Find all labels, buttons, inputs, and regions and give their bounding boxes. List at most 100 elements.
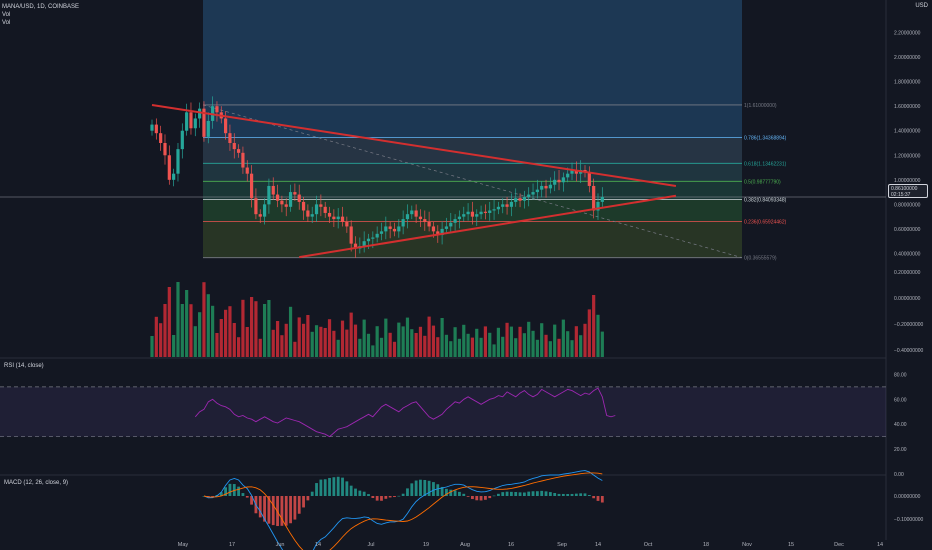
macd-histogram-bar	[349, 485, 353, 496]
volume-axis-tick: 0.00000000	[894, 296, 921, 302]
candle-body	[258, 214, 262, 217]
volume-bar	[215, 333, 219, 357]
candle-body	[535, 189, 539, 193]
volume-bar	[371, 345, 375, 357]
volume-bar	[163, 304, 167, 357]
time-axis-tick[interactable]: Nov	[742, 542, 752, 548]
price-axis-tick: 0.60000000	[894, 227, 921, 233]
time-axis-tick[interactable]: 14	[315, 542, 321, 548]
candle-body	[154, 124, 158, 134]
volume-bar	[375, 326, 379, 357]
macd-histogram-bar	[509, 491, 513, 496]
time-axis-tick[interactable]: 14	[595, 542, 601, 548]
volume-bar	[592, 295, 596, 357]
symbol-title[interactable]: MANA/USD, 1D, COINBASE	[2, 4, 80, 10]
time-axis-tick[interactable]: Sep	[557, 542, 567, 548]
volume-bar	[228, 306, 232, 357]
macd-histogram-bar	[336, 476, 340, 496]
candle-body	[353, 243, 358, 249]
price-axis-tick: 1.20000000	[894, 153, 921, 159]
volume-bar	[306, 315, 310, 357]
candle-body	[592, 185, 596, 211]
macd-pane-label[interactable]: MACD (12, 26, close, 9)	[4, 480, 69, 486]
time-axis-tick[interactable]: 16	[508, 542, 514, 548]
volume-label-2[interactable]: Vol	[2, 20, 11, 26]
volume-bar	[427, 316, 431, 357]
candle-body	[427, 221, 431, 227]
fib-zone-0	[203, 104, 742, 138]
candle-body	[401, 219, 405, 227]
volume-bar	[423, 335, 427, 357]
candle-body	[198, 108, 202, 119]
volume-bar	[579, 335, 583, 357]
volume-bar	[332, 330, 336, 357]
candle-body	[384, 226, 388, 232]
chart-header: MANA/USD, 1D, COINBASE Vol Vol	[2, 3, 79, 27]
candle-body	[462, 214, 466, 217]
volume-bar	[358, 338, 362, 357]
macd-histogram-bar	[258, 496, 262, 518]
volume-bar	[535, 339, 539, 357]
macd-histogram-bar	[449, 489, 453, 496]
candle-body	[587, 172, 591, 186]
candle-body	[371, 237, 375, 239]
candle-body	[189, 112, 193, 129]
time-axis-tick[interactable]: 17	[229, 542, 235, 548]
macd-histogram-bar	[293, 496, 297, 520]
volume-bar	[219, 319, 223, 357]
candle-body	[540, 185, 544, 190]
fib-label-2: 0.618(1.13462231)	[744, 161, 787, 167]
macd-histogram-bar	[557, 493, 561, 496]
price-axis-tick: 2.00000000	[894, 55, 921, 61]
time-axis-tick[interactable]: 19	[423, 542, 429, 548]
volume-bar	[531, 330, 535, 357]
macd-histogram-bar	[462, 493, 466, 496]
candle-body	[501, 204, 505, 207]
macd-histogram-bar	[566, 494, 570, 496]
price-axis-tick: 0.40000000	[894, 251, 921, 257]
macd-histogram-bar	[423, 479, 427, 496]
price-axis-tick: 1.40000000	[894, 129, 921, 135]
volume-bar	[185, 290, 189, 357]
volume-bar	[392, 341, 397, 357]
volume-bar	[600, 331, 604, 357]
volume-bar	[410, 329, 414, 357]
volume-label-1[interactable]: Vol	[2, 12, 11, 18]
time-axis-tick[interactable]: 18	[703, 542, 709, 548]
candle-body	[574, 170, 578, 174]
time-axis-tick[interactable]: May	[178, 542, 189, 548]
candle-body	[280, 200, 284, 205]
fib-label-6: 0(0.36555579)	[744, 256, 777, 262]
candle-body	[553, 179, 557, 185]
volume-bar	[384, 318, 388, 357]
fib-label-1: 0.786(1.34368894)	[744, 136, 787, 142]
macd-histogram-bar	[388, 496, 392, 498]
fib-zone-2	[203, 163, 742, 182]
volume-bar	[198, 312, 202, 357]
volume-bar	[457, 338, 462, 357]
time-axis-tick[interactable]: Aug	[460, 542, 470, 548]
macd-histogram-bar	[531, 491, 535, 496]
fib-label-5: 0.236(0.65924462)	[744, 220, 787, 226]
macd-histogram-bar	[380, 496, 383, 501]
volume-bar	[418, 326, 423, 357]
time-axis-tick[interactable]: 14	[877, 542, 883, 548]
candle-body	[206, 120, 210, 137]
axis-currency[interactable]: USD	[915, 3, 928, 9]
last-price-value: 0.86100000	[891, 186, 918, 192]
rsi-pane-label[interactable]: RSI (14, close)	[4, 363, 44, 369]
volume-bar	[440, 318, 444, 357]
time-axis-tick[interactable]: 15	[788, 542, 794, 548]
volume-bar	[479, 337, 483, 357]
macd-histogram-bar	[596, 496, 600, 501]
time-axis-tick[interactable]: Jul	[367, 542, 374, 548]
time-axis-tick[interactable]: Dec	[834, 542, 844, 548]
macd-histogram-bar	[436, 484, 440, 496]
candle-body	[224, 118, 228, 134]
time-axis-tick[interactable]: Jun	[276, 542, 285, 548]
macd-histogram-bar	[358, 490, 362, 496]
volume-bar	[366, 333, 371, 357]
macd-histogram-bar	[219, 492, 223, 496]
time-axis-tick[interactable]: Oct	[644, 542, 653, 548]
